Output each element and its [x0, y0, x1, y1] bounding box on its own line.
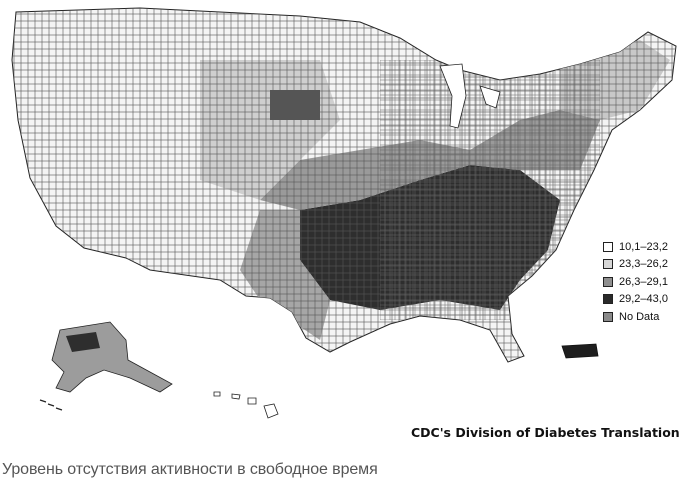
map-credit: CDC's Division of Diabetes Translation [411, 425, 680, 440]
legend-label: 23,3–26,2 [619, 258, 668, 271]
legend-label: No Data [619, 310, 660, 323]
legend-item: 23,3–26,2 [603, 256, 698, 274]
legend-swatch [603, 294, 613, 305]
legend-label: 26,3–29,1 [619, 275, 668, 288]
contiguous-us-shape [11, 7, 677, 363]
legend-label: 29,2–43,0 [619, 293, 668, 306]
county-choropleth-map [11, 7, 677, 419]
alaska-shape [39, 321, 173, 411]
legend-item: No Data [603, 308, 698, 326]
legend-item: 10,1–23,2 [603, 238, 698, 256]
legend-swatch [603, 259, 613, 270]
puerto-rico-shape [561, 343, 599, 359]
legend-swatch [603, 311, 613, 322]
legend-label: 10,1–23,2 [619, 240, 668, 253]
legend-swatch [603, 241, 613, 252]
legend-item: 29,2–43,0 [603, 291, 698, 309]
map-legend: 10,1–23,2 23,3–26,2 26,3–29,1 29,2–43,0 No D… [603, 238, 698, 326]
hawaii-shape [213, 391, 279, 419]
great-lakes [439, 63, 501, 129]
legend-swatch [603, 276, 613, 287]
legend-item: 26,3–29,1 [603, 273, 698, 291]
map-figure: 10,1–23,2 23,3–26,2 26,3–29,1 29,2–43,0 No D… [11, 7, 698, 440]
figure-caption: Уровень отсутствия активности в свободно… [2, 461, 378, 478]
